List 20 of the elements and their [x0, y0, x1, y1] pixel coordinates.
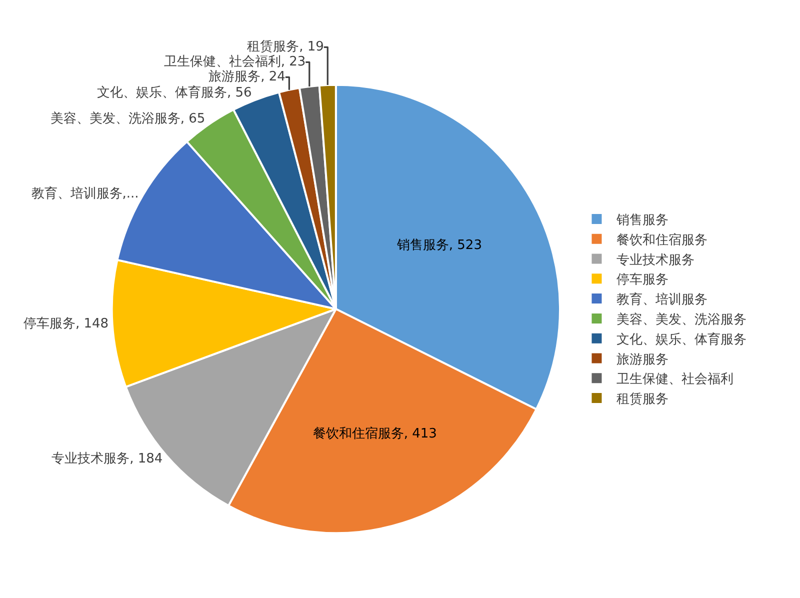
legend-label: 专业技术服务	[616, 252, 695, 268]
data-label: 餐饮和住宿服务, 413	[312, 425, 437, 442]
data-label: 教育、培训服务,...	[31, 185, 139, 202]
data-label: 旅游服务, 24	[208, 70, 286, 85]
legend-label: 文化、娱乐、体育服务	[616, 331, 747, 348]
data-label: 美容、美发、洗浴服务, 65	[50, 110, 206, 127]
legend-label: 卫生保健、社会福利	[616, 372, 734, 388]
legend-label: 美容、美发、洗浴服务	[616, 312, 747, 328]
legend-label: 销售服务	[616, 213, 669, 228]
data-label: 专业技术服务, 184	[52, 451, 163, 466]
legend-label: 餐饮和住宿服务	[616, 232, 708, 248]
legend-label: 租赁服务	[616, 392, 669, 408]
data-label: 销售服务, 523	[396, 238, 482, 253]
data-label: 租赁服务, 19	[247, 40, 324, 55]
legend-label: 旅游服务	[616, 352, 669, 368]
legend-label: 停车服务	[616, 272, 669, 288]
data-label: 停车服务, 148	[23, 316, 109, 332]
data-label: 卫生保健、社会福利, 23	[164, 54, 306, 70]
data-label: 文化、娱乐、体育服务, 56	[96, 84, 252, 101]
legend-label: 教育、培训服务	[616, 292, 708, 308]
